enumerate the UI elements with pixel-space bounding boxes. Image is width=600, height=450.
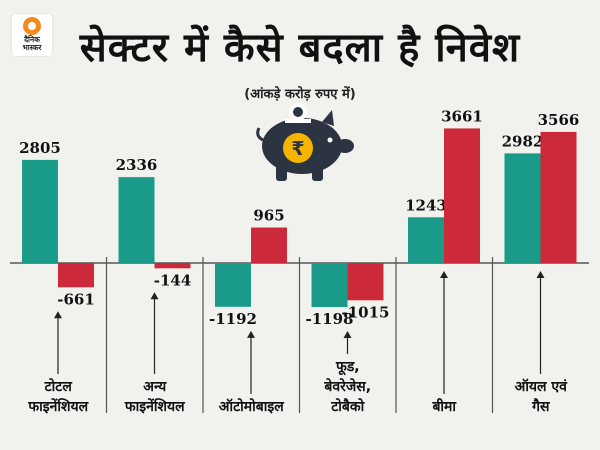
category-label: फूड, (335, 359, 360, 376)
pointer-arrowhead (440, 271, 448, 278)
chart-title: सेक्टर में कैसे बदला है निवेश (79, 25, 521, 71)
category-label: बेवरेजेस, (323, 378, 371, 395)
pig-leg (276, 164, 287, 181)
logo-text-line1: दैनिक (24, 35, 40, 44)
pointer-arrowhead (150, 292, 159, 300)
brand-logo: दैनिक भास्कर (12, 14, 52, 56)
bar-value-label: -1192 (209, 310, 257, 328)
logo-text-line2: भास्कर (22, 43, 42, 52)
bar (444, 128, 480, 263)
chart-subtitle: (आंकड़े करोड़ रुपए में) (244, 87, 356, 102)
bar-value-label: 3566 (538, 111, 580, 129)
bar-value-label: 3661 (441, 107, 483, 125)
pointer-arrowhead (536, 271, 545, 278)
rupee-symbol: ₹ (291, 138, 304, 160)
sun-icon (23, 17, 41, 35)
bar (215, 263, 251, 307)
bar-value-label: -1015 (342, 303, 390, 321)
bar-value-label: -144 (154, 271, 192, 289)
pig-tail (256, 127, 264, 142)
pointer-arrowhead (247, 330, 255, 338)
bar (408, 217, 444, 263)
category-label: बीमा (431, 398, 457, 415)
bar (251, 227, 287, 263)
category-label: फाइनेंशियल (27, 398, 88, 415)
bar (22, 159, 58, 263)
bar (347, 263, 384, 301)
pointer-arrowhead (54, 311, 62, 319)
category-label: टोटल (44, 378, 73, 395)
rupee-coin (283, 133, 313, 163)
bar-value-label: 1243 (405, 196, 447, 214)
bar-value-label: -1198 (306, 310, 354, 328)
piggy-bank-rupee-icon: ₹ (256, 103, 354, 181)
bar (311, 263, 348, 308)
bar (504, 153, 541, 263)
category-label: अन्य (143, 379, 167, 395)
category-label: टोबैको (330, 398, 365, 415)
category-label: फाइनेंशियल (124, 398, 185, 415)
bar (58, 263, 94, 288)
bar (540, 131, 577, 263)
bar-value-label: 2336 (116, 156, 158, 174)
bar-value-label: 2805 (19, 139, 61, 157)
bar-value-label: 965 (253, 207, 284, 225)
coin-top-inner (293, 107, 303, 117)
pointer-arrowhead (343, 331, 352, 339)
bar-value-label: 2982 (502, 132, 544, 150)
category-label: गैस (531, 398, 550, 415)
bar (118, 177, 155, 263)
bar (154, 263, 191, 269)
pig-snout (336, 139, 354, 153)
bar-value-label: -661 (57, 290, 95, 308)
pig-eye (327, 137, 333, 143)
pig-leg (312, 164, 323, 181)
pig-ear (322, 110, 334, 126)
category-label: ऑटोमोबाइल (219, 398, 284, 415)
category-label: ऑयल एवं (515, 378, 569, 395)
